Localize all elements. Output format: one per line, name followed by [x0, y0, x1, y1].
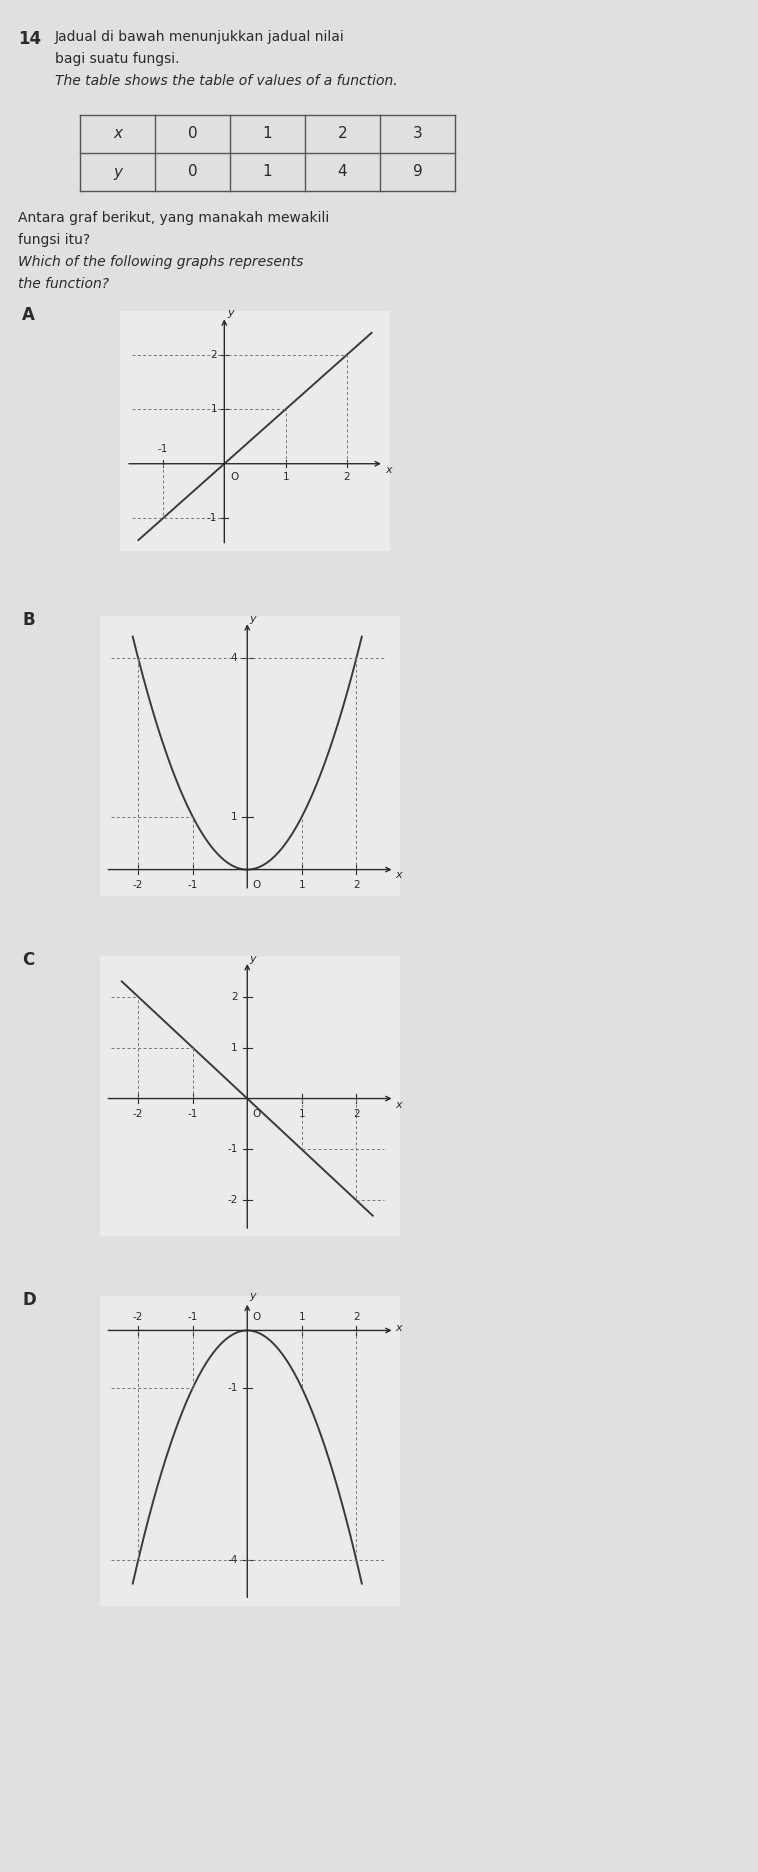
Text: 2: 2 [353, 880, 360, 891]
Text: O: O [230, 472, 239, 481]
Text: 2: 2 [210, 350, 217, 359]
Text: the function?: the function? [18, 277, 109, 290]
Text: -1: -1 [187, 1312, 198, 1322]
Text: B: B [22, 610, 35, 629]
Text: -1: -1 [187, 1108, 198, 1119]
Text: 0: 0 [188, 127, 197, 142]
Text: y: y [249, 614, 256, 623]
Text: Antara graf berikut, yang manakah mewakili: Antara graf berikut, yang manakah mewaki… [18, 212, 329, 225]
Text: 14: 14 [18, 30, 41, 49]
Text: -2: -2 [133, 1108, 143, 1119]
Text: 2: 2 [337, 127, 347, 142]
Text: 3: 3 [412, 127, 422, 142]
Text: -1: -1 [158, 444, 168, 453]
Text: 2: 2 [343, 472, 350, 481]
Text: -2: -2 [227, 1196, 237, 1206]
Text: O: O [252, 1108, 261, 1119]
Text: y: y [113, 165, 122, 180]
Text: x: x [396, 1324, 402, 1333]
Text: 1: 1 [263, 165, 272, 180]
Text: x: x [385, 466, 392, 475]
Text: 1: 1 [210, 404, 217, 414]
Text: y: y [227, 307, 233, 318]
Text: y: y [249, 1290, 256, 1301]
Text: O: O [252, 880, 261, 891]
Text: 2: 2 [353, 1312, 360, 1322]
Text: 4: 4 [231, 653, 237, 663]
Text: -4: -4 [227, 1556, 237, 1565]
Text: 1: 1 [283, 472, 289, 481]
Text: x: x [396, 1099, 402, 1110]
Text: bagi suatu fungsi.: bagi suatu fungsi. [55, 52, 180, 66]
Text: -1: -1 [227, 1383, 237, 1393]
Text: -2: -2 [133, 1312, 143, 1322]
Text: D: D [22, 1292, 36, 1309]
Text: O: O [252, 1312, 261, 1322]
Text: -2: -2 [133, 880, 143, 891]
Text: 4: 4 [337, 165, 347, 180]
Text: Jadual di bawah menunjukkan jadual nilai: Jadual di bawah menunjukkan jadual nilai [55, 30, 345, 45]
Text: A: A [22, 305, 35, 324]
Text: -1: -1 [207, 513, 217, 524]
Text: 1: 1 [299, 880, 305, 891]
Text: Which of the following graphs represents: Which of the following graphs represents [18, 255, 303, 270]
Text: 1: 1 [299, 1108, 305, 1119]
Text: y: y [249, 953, 256, 964]
Text: 1: 1 [231, 812, 237, 822]
Text: 1: 1 [231, 1043, 237, 1052]
Text: 2: 2 [231, 992, 237, 1002]
Text: 1: 1 [299, 1312, 305, 1322]
Text: 9: 9 [412, 165, 422, 180]
Text: C: C [22, 951, 34, 970]
Text: 1: 1 [263, 127, 272, 142]
Text: x: x [113, 127, 122, 142]
Text: x: x [396, 870, 402, 880]
Text: fungsi itu?: fungsi itu? [18, 232, 90, 247]
Text: -1: -1 [187, 880, 198, 891]
Text: 2: 2 [353, 1108, 360, 1119]
Text: The table shows the table of values of a function.: The table shows the table of values of a… [55, 75, 398, 88]
Text: -1: -1 [227, 1144, 237, 1155]
Text: 0: 0 [188, 165, 197, 180]
